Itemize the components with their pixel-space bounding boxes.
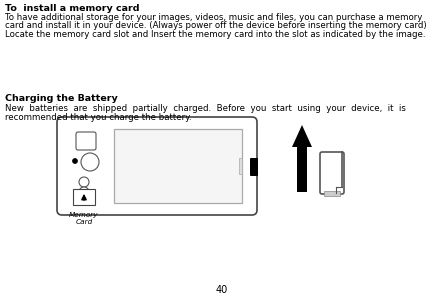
Text: New  batteries  are  shipped  partially  charged.  Before  you  start  using  yo: New batteries are shipped partially char… [5,104,406,113]
Bar [324,191,340,196]
Bar [239,158,242,174]
Text: To have additional storage for your images, videos, music and files, you can pur: To have additional storage for your imag… [5,13,422,22]
Bar [336,187,342,193]
Text: recommended that you charge the battery.: recommended that you charge the battery. [5,113,192,122]
FancyBboxPatch shape [57,117,257,215]
Text: To  install a memory card: To install a memory card [5,4,139,13]
Circle shape [81,153,99,171]
Circle shape [73,158,77,164]
Circle shape [79,177,89,187]
Text: Card: Card [75,219,93,225]
Bar [73,189,95,205]
Text: Memory: Memory [69,212,99,218]
FancyBboxPatch shape [76,132,96,150]
Bar [114,129,242,203]
Polygon shape [292,125,312,147]
Text: card and install it in your device. (Always power off the device before insertin: card and install it in your device. (Alw… [5,22,427,31]
FancyBboxPatch shape [320,152,344,194]
Bar [297,147,307,192]
Text: Locate the memory card slot and Insert the memory card into the slot as indicate: Locate the memory card slot and Insert t… [5,30,425,39]
Text: Charging the Battery: Charging the Battery [5,94,118,103]
Text: 40: 40 [216,285,228,295]
FancyBboxPatch shape [250,158,258,176]
Circle shape [79,187,89,197]
